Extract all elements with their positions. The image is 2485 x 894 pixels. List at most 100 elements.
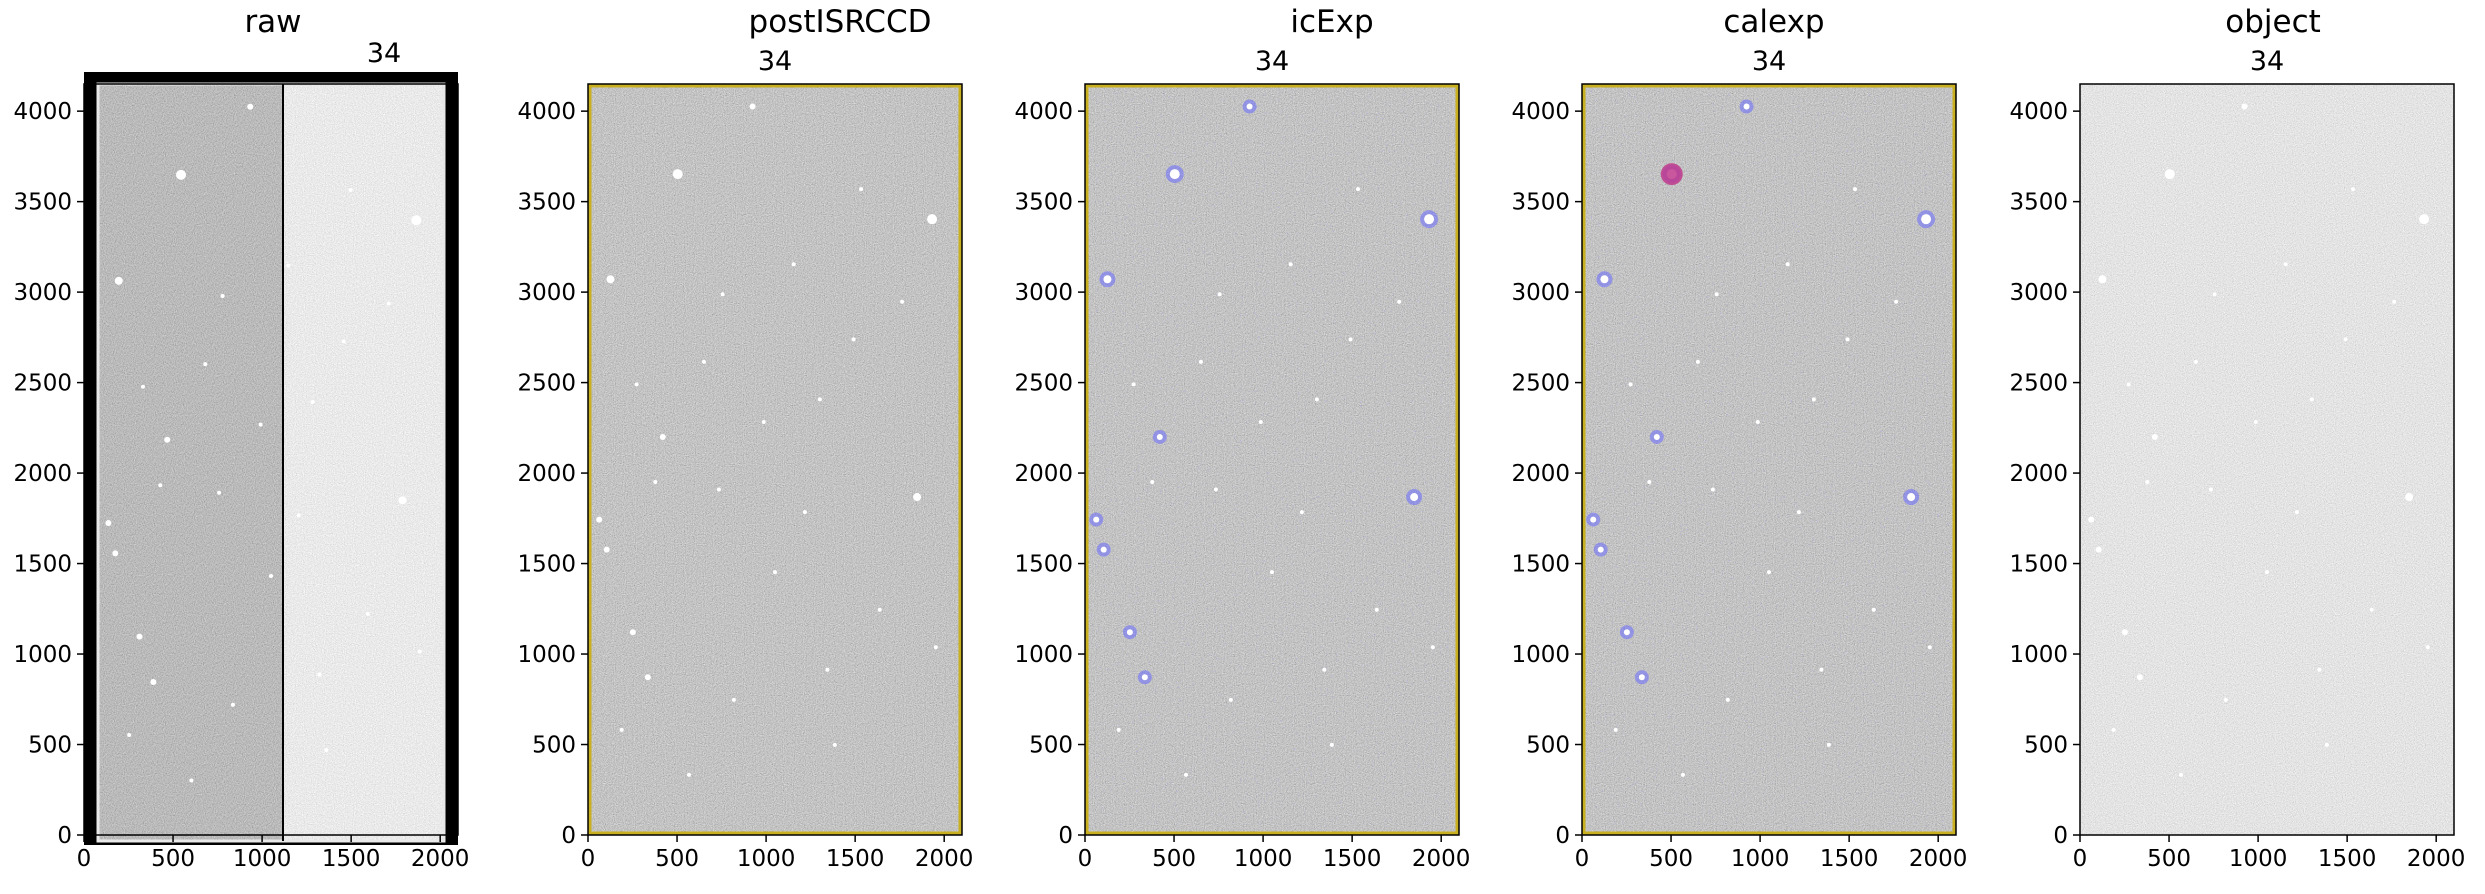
y-tick-label: 3000 — [2009, 280, 2068, 306]
y-tick-label: 1500 — [517, 552, 576, 578]
star — [341, 339, 346, 344]
x-tick-label: 1000 — [737, 846, 796, 872]
star — [1871, 607, 1876, 612]
star — [417, 649, 422, 654]
star — [2223, 697, 2228, 702]
star — [2425, 645, 2430, 650]
panel-calexp: calexp 34 0 500 1000 1500 2000 0 500 1000 1500 2000… — [1511, 4, 1967, 872]
star — [653, 480, 658, 485]
star — [310, 399, 315, 404]
star — [136, 633, 143, 640]
x-tick-label: 2000 — [915, 846, 974, 872]
image-field — [84, 72, 458, 845]
y-tick-label: 1500 — [1511, 552, 1570, 578]
y-tick-label: 4000 — [13, 99, 72, 125]
star — [269, 574, 273, 579]
star — [1329, 742, 1334, 747]
star — [1710, 487, 1715, 492]
star — [1811, 397, 1816, 402]
star — [629, 629, 636, 636]
star — [1430, 645, 1435, 650]
star — [606, 275, 615, 284]
star — [1826, 742, 1831, 747]
star — [1680, 772, 1685, 777]
x-tick-label: 1500 — [826, 846, 885, 872]
panel-title: postISRCCD — [749, 4, 932, 40]
star — [2405, 493, 2414, 502]
star — [1653, 433, 1660, 440]
star — [1767, 570, 1771, 575]
y-tick-label: 2000 — [13, 461, 72, 487]
star — [1131, 382, 1136, 387]
star — [832, 742, 837, 747]
star — [386, 301, 391, 306]
image-field — [1085, 84, 1459, 835]
star — [802, 510, 807, 515]
star — [1213, 487, 1218, 492]
detector-label: 34 — [1752, 46, 1786, 77]
y-tick-label: 3000 — [1014, 280, 1073, 306]
star — [1356, 187, 1361, 192]
x-tick-label: 2000 — [1909, 846, 1968, 872]
star — [2208, 487, 2213, 492]
y-tick-label: 2000 — [1511, 461, 1570, 487]
star — [603, 546, 610, 553]
y-tick-label: 500 — [2024, 733, 2068, 759]
panels-root: raw 34 0 500 1000 1500 2000 0 500 1000 1500 2000 250… — [13, 4, 2465, 872]
y-tick-label: 500 — [1029, 733, 1073, 759]
star — [659, 433, 666, 440]
star — [2419, 214, 2430, 225]
y-tick-label: 2000 — [517, 461, 576, 487]
star — [1228, 697, 1233, 702]
star — [644, 674, 651, 681]
star — [1628, 382, 1633, 387]
star — [1907, 493, 1916, 502]
star — [686, 772, 691, 777]
axes-frame — [587, 83, 963, 836]
star — [2241, 103, 2248, 110]
star — [1623, 629, 1630, 636]
star — [176, 169, 187, 180]
star — [1424, 214, 1435, 225]
x-tick-label: 0 — [77, 846, 92, 872]
x-axis: 0 500 1000 1500 2000 — [1078, 835, 1470, 872]
star — [2178, 772, 2183, 777]
star — [398, 496, 407, 505]
star — [2351, 187, 2356, 192]
star — [2095, 546, 2102, 553]
star-field — [1586, 99, 1936, 777]
axes-frame — [1084, 83, 1460, 836]
star — [749, 103, 756, 110]
star — [720, 292, 725, 297]
star — [2324, 742, 2329, 747]
axes-frame — [1581, 83, 1957, 836]
star — [1322, 667, 1327, 672]
x-tick-label: 500 — [655, 846, 699, 872]
star-field — [1089, 99, 1439, 777]
image-field — [1582, 84, 1956, 835]
star — [1714, 292, 1719, 297]
x-axis: 0 500 1000 1500 2000 — [2073, 835, 2465, 872]
x-tick-label: 500 — [1649, 846, 1693, 872]
star-field — [105, 103, 422, 783]
y-tick-label: 0 — [1555, 823, 1570, 849]
y-axis: 0 500 1000 1500 2000 2500 3000 3500 4000 — [1014, 99, 1085, 849]
star — [1258, 419, 1263, 424]
x-tick-label: 2000 — [411, 846, 470, 872]
star — [1785, 262, 1790, 267]
star — [672, 169, 683, 180]
star — [2121, 629, 2128, 636]
panel-raw: raw 34 0 500 1000 1500 2000 0 500 1000 1500 2000 250… — [13, 4, 469, 872]
star — [348, 187, 353, 192]
y-tick-label: 500 — [28, 733, 72, 759]
y-tick-label: 3500 — [1511, 190, 1570, 216]
x-tick-label: 1000 — [2229, 846, 2288, 872]
star — [596, 516, 603, 523]
x-tick-label: 1500 — [2318, 846, 2377, 872]
x-tick-label: 500 — [151, 846, 195, 872]
star — [140, 384, 145, 389]
star — [105, 520, 112, 527]
x-axis: 0 500 1000 1500 2000 — [77, 835, 470, 872]
y-tick-label: 2000 — [1014, 461, 1073, 487]
